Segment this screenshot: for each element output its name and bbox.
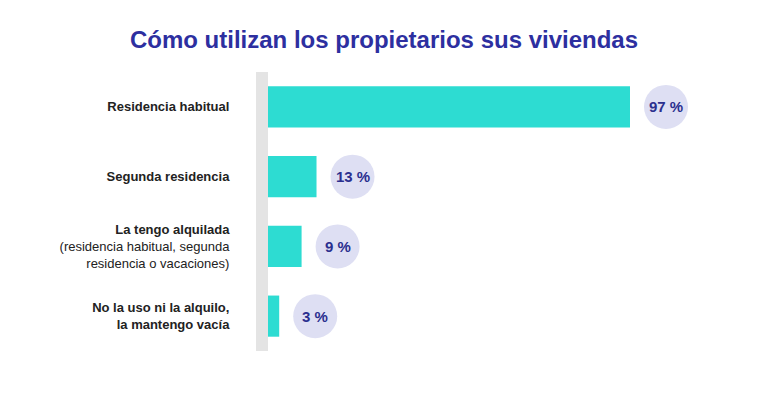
svg-text:13 %: 13 % (336, 168, 370, 185)
svg-text:3 %: 3 % (302, 308, 328, 325)
svg-text:Cómo utilizan los propietarios: Cómo utilizan los propietarios sus vivie… (130, 26, 638, 53)
svg-text:Residencia habitual: Residencia habitual (107, 99, 229, 114)
svg-text:No la uso ni la alquilo,la man: No la uso ni la alquilo,la mantengo vací… (92, 300, 230, 332)
svg-text:9 %: 9 % (325, 238, 351, 255)
svg-text:97 %: 97 % (649, 98, 683, 115)
svg-text:La tengo alquilada(residencia: La tengo alquilada(residencia habitual, … (60, 222, 231, 271)
svg-text:Segunda residencia: Segunda residencia (107, 169, 231, 184)
